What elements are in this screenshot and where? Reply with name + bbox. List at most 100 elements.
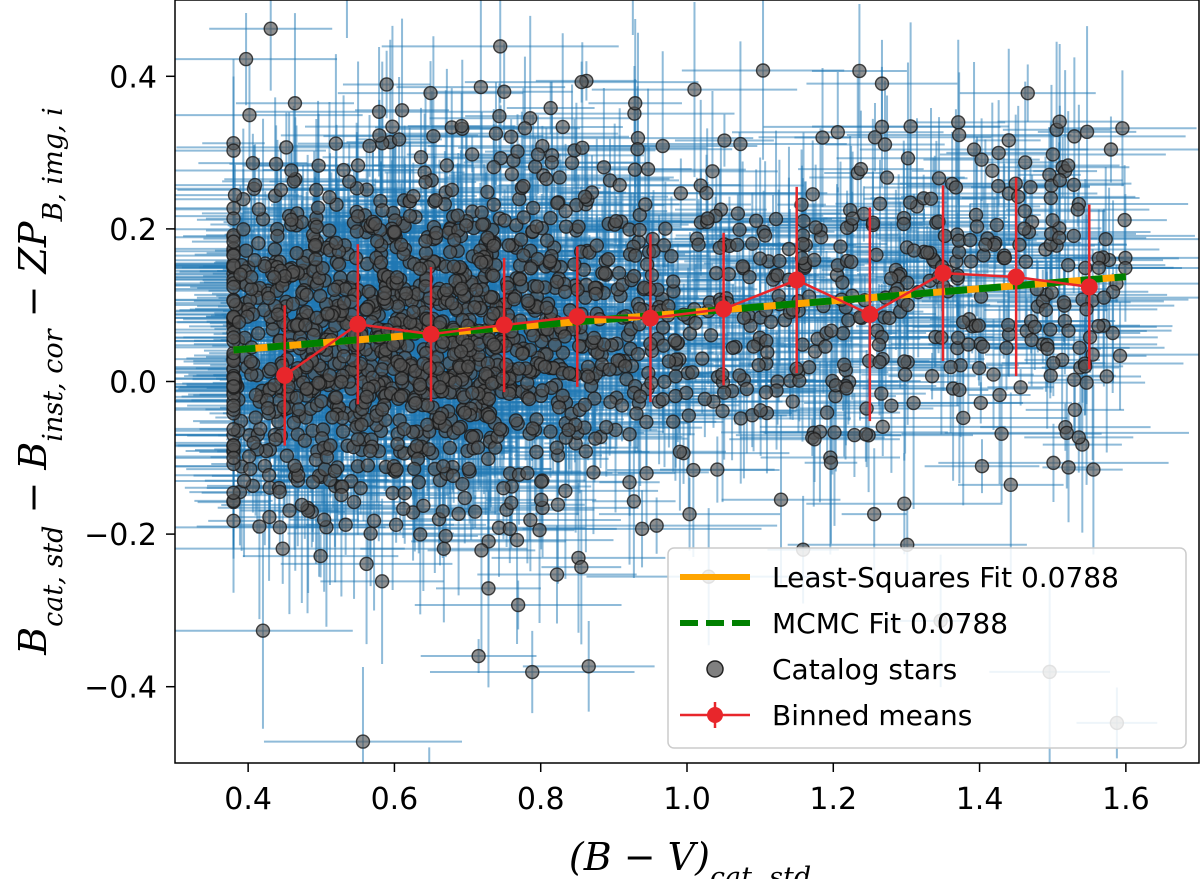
catalog-star-point	[328, 136, 344, 151]
catalog-star-point	[805, 187, 820, 202]
catalog-star-point	[700, 211, 715, 226]
catalog-star-point	[226, 143, 241, 158]
catalog-star-point	[951, 115, 966, 130]
catalog-star-point	[715, 367, 730, 382]
catalog-star-point	[1061, 323, 1076, 338]
catalog-star-point	[736, 310, 752, 325]
catalog-star-point	[1017, 203, 1032, 219]
catalog-star-point	[705, 164, 720, 179]
catalog-star-point	[389, 462, 404, 477]
catalog-star-point	[316, 512, 332, 527]
catalog-star-point	[867, 130, 883, 145]
catalog-star-point	[385, 485, 400, 501]
catalog-star-point	[268, 432, 283, 447]
catalog-star-point	[496, 84, 512, 99]
catalog-star-point	[739, 381, 755, 397]
catalog-star-point	[251, 202, 267, 217]
catalog-star-point	[226, 279, 241, 295]
catalog-star-point	[1023, 179, 1038, 195]
catalog-star-point	[577, 189, 593, 204]
catalog-star-point	[1061, 460, 1076, 475]
catalog-star-point	[516, 210, 531, 225]
catalog-star-point	[874, 76, 890, 91]
catalog-star-point	[771, 288, 786, 304]
catalog-star-point	[499, 357, 514, 372]
catalog-star-point	[655, 320, 671, 335]
catalog-star-point	[510, 597, 526, 613]
catalog-star-point	[626, 494, 642, 509]
catalog-star-point	[450, 208, 465, 223]
catalog-star-point	[923, 191, 939, 206]
catalog-star-point	[992, 387, 1007, 403]
catalog-star-point	[571, 338, 587, 354]
catalog-star-point	[413, 150, 429, 165]
catalog-star-point	[502, 521, 518, 537]
catalog-star-point	[997, 250, 1013, 266]
catalog-star-point	[973, 395, 988, 411]
catalog-star-point	[818, 339, 833, 354]
catalog-star-point	[989, 217, 1005, 233]
catalog-star-point	[768, 211, 784, 227]
catalog-star-point	[665, 274, 681, 289]
catalog-star-point	[649, 518, 664, 533]
catalog-star-point	[252, 519, 267, 534]
catalog-star-point	[667, 333, 683, 348]
catalog-star-point	[639, 414, 654, 430]
catalog-star-point	[1067, 402, 1083, 418]
catalog-star-point	[360, 458, 376, 473]
catalog-star-point	[655, 392, 670, 407]
catalog-star-point	[558, 203, 573, 219]
catalog-star-point	[1115, 121, 1130, 136]
catalog-star-point	[681, 408, 697, 423]
catalog-star-point	[238, 243, 254, 258]
catalog-star-point	[934, 330, 949, 345]
catalog-star-point	[748, 213, 764, 228]
catalog-star-point	[503, 129, 519, 144]
catalog-star-point	[1079, 375, 1094, 390]
catalog-star-point	[730, 206, 746, 221]
catalog-star-point	[897, 354, 912, 369]
catalog-star-point	[464, 147, 480, 162]
catalog-star-point	[658, 221, 673, 236]
catalog-star-point	[402, 208, 418, 224]
catalog-star-point	[1066, 372, 1082, 388]
catalog-star-point	[746, 339, 761, 354]
catalog-star-point	[1056, 295, 1072, 310]
catalog-star-point	[543, 210, 558, 226]
catalog-star-point	[246, 435, 261, 451]
catalog-star-point	[772, 253, 787, 269]
catalog-star-point	[1061, 158, 1076, 173]
catalog-star-point	[311, 375, 326, 391]
catalog-star-point	[411, 474, 426, 490]
catalog-star-point	[373, 255, 389, 270]
catalog-star-point	[1001, 133, 1016, 148]
catalog-star-point	[486, 306, 501, 321]
catalog-star-point	[350, 158, 366, 173]
catalog-star-point	[1086, 462, 1101, 477]
catalog-star-point	[859, 401, 874, 416]
catalog-star-point	[412, 261, 428, 276]
catalog-star-point	[362, 138, 377, 154]
catalog-star-point	[841, 313, 856, 328]
catalog-star-point	[532, 522, 547, 538]
catalog-star-point	[633, 389, 648, 404]
catalog-star-point	[852, 63, 867, 79]
catalog-star-point	[542, 253, 558, 269]
catalog-star-point	[543, 424, 558, 439]
catalog-star-point	[974, 459, 990, 474]
catalog-star-point	[575, 140, 590, 155]
catalog-star-point	[1018, 155, 1033, 170]
catalog-star-point	[733, 411, 748, 426]
catalog-star-point	[242, 107, 257, 123]
catalog-star-point	[238, 51, 254, 67]
catalog-star-point	[549, 440, 565, 455]
catalog-star-point	[634, 521, 650, 537]
catalog-star-point	[808, 220, 823, 235]
catalog-star-point	[1105, 325, 1120, 341]
catalog-star-point	[1059, 425, 1075, 441]
catalog-star-point	[874, 386, 889, 401]
catalog-star-point	[717, 133, 732, 148]
catalog-star-point	[703, 328, 719, 343]
catalog-star-point	[974, 152, 989, 167]
